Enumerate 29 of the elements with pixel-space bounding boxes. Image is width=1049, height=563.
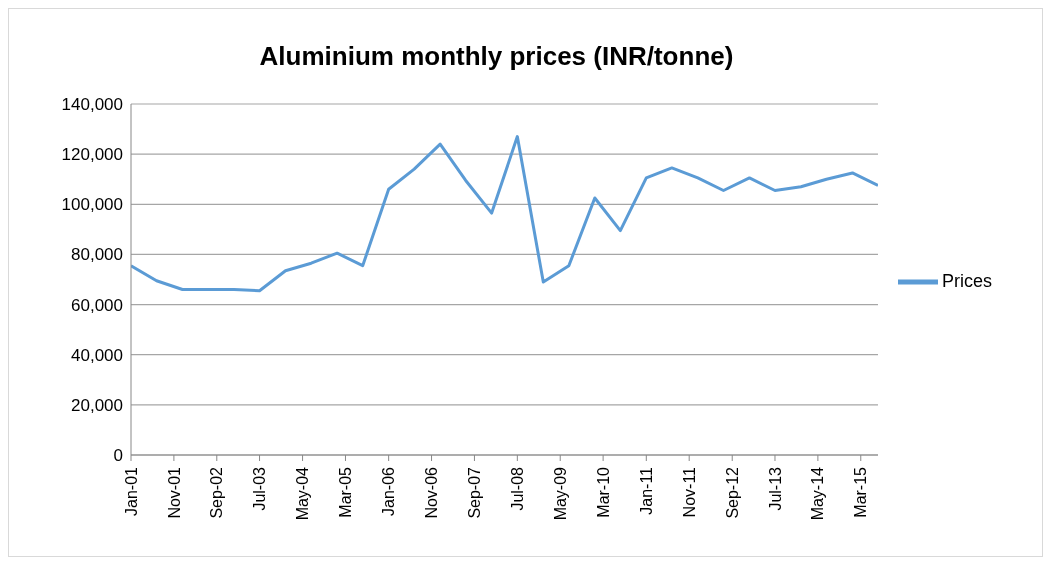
- x-tick-label: Nov-06: [423, 466, 441, 519]
- x-tick-label: Sep-12: [723, 466, 741, 519]
- x-tick-label: Jul-03: [251, 466, 269, 511]
- y-tick-label: 80,000: [71, 245, 123, 265]
- x-tick-label: May-04: [294, 466, 312, 521]
- x-tick-label: Mar-10: [594, 466, 612, 518]
- x-tick-label: Jan-01: [122, 466, 140, 516]
- y-tick-label: 140,000: [61, 95, 123, 115]
- legend-label: Prices: [941, 270, 992, 291]
- line-series: [131, 135, 878, 293]
- x-tick-label: Jan-11: [637, 466, 655, 515]
- x-tick-label: Jan-06: [380, 466, 398, 516]
- x-tick-label: May-14: [809, 466, 827, 521]
- x-tick-label: May-09: [551, 466, 569, 521]
- x-tick-label: Nov-01: [165, 466, 183, 519]
- x-tick-label: Jul-08: [508, 466, 526, 511]
- x-tick-label: Mar-15: [852, 466, 870, 518]
- y-tick-label: 60,000: [71, 295, 123, 315]
- chart-title: Aluminium monthly prices (INR/tonne): [258, 41, 735, 72]
- y-tick-label: 20,000: [71, 395, 123, 415]
- x-tick-label: Mar-05: [337, 466, 355, 518]
- y-tick-label: 120,000: [61, 145, 123, 165]
- x-tick-label: Sep-02: [208, 466, 226, 519]
- x-tick-label: Sep-07: [466, 466, 484, 519]
- y-tick-label: 100,000: [61, 195, 123, 215]
- y-tick-label: 40,000: [71, 345, 123, 365]
- x-tick-label: Jul-13: [766, 466, 784, 511]
- x-tick-label: Nov-11: [680, 466, 698, 518]
- y-tick-label: 0: [113, 446, 123, 466]
